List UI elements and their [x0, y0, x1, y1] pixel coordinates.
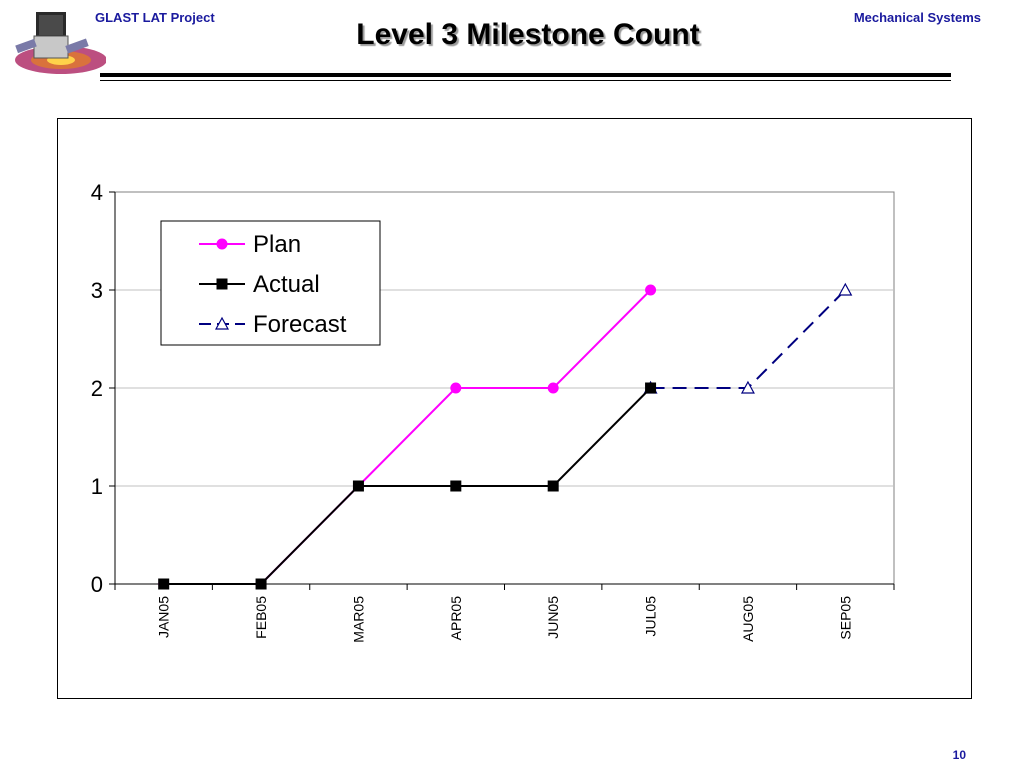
- header-divider: [100, 73, 951, 77]
- legend-marker-plan: [216, 238, 228, 250]
- data-point-actual: [158, 578, 170, 590]
- section-name: Mechanical Systems: [853, 10, 981, 25]
- data-point-forecast: [838, 282, 853, 296]
- data-point-plan: [645, 284, 657, 296]
- legend-marker-actual: [216, 278, 228, 290]
- slide-title: Level 3 Milestone Count: [356, 18, 700, 51]
- y-tick-label: 4: [91, 180, 103, 205]
- x-tick-label: AUG05: [740, 596, 756, 642]
- milestone-chart: 0 1 2 3 4 JAN05 FEB05 MAR05 APR05 JUN05 JUL05 AUG05…: [91, 180, 895, 643]
- legend-label: Plan: [253, 231, 301, 258]
- data-point-actual: [645, 382, 657, 394]
- x-tick-label: JUN05: [545, 596, 561, 639]
- data-point-plan: [450, 382, 462, 394]
- data-point-actual: [352, 480, 364, 492]
- legend: [160, 220, 381, 346]
- data-point-forecast: [740, 380, 755, 394]
- glast-logo: [15, 12, 106, 74]
- header-divider-thin: [100, 80, 951, 81]
- data-point-plan: [547, 382, 559, 394]
- x-tick-label: APR05: [448, 596, 464, 641]
- x-tick-label: SEP05: [837, 596, 853, 640]
- data-point-actual: [255, 578, 267, 590]
- data-point-actual: [547, 480, 559, 492]
- data-point-actual: [450, 480, 462, 492]
- y-tick-label: 2: [91, 376, 103, 401]
- x-tick-label: JAN05: [156, 596, 172, 638]
- y-tick-label: 3: [91, 278, 103, 303]
- page-number: 10: [952, 748, 966, 762]
- x-tick-label: FEB05: [253, 596, 269, 639]
- legend-label: Forecast: [253, 311, 347, 338]
- y-tick-label: 1: [91, 474, 103, 499]
- series-line-actual: [163, 387, 652, 585]
- legend-label: Actual: [253, 271, 320, 298]
- y-tick-label: 0: [91, 572, 103, 597]
- x-tick-label: JUL05: [643, 596, 659, 637]
- chart-frame: 0 1 2 3 4 JAN05 FEB05 MAR05 APR05 JUN05 JUL05 AUG05…: [57, 118, 972, 699]
- project-name: GLAST LAT Project: [95, 10, 215, 25]
- x-tick-label: MAR05: [350, 596, 366, 643]
- legend-marker-forecast: [214, 316, 230, 330]
